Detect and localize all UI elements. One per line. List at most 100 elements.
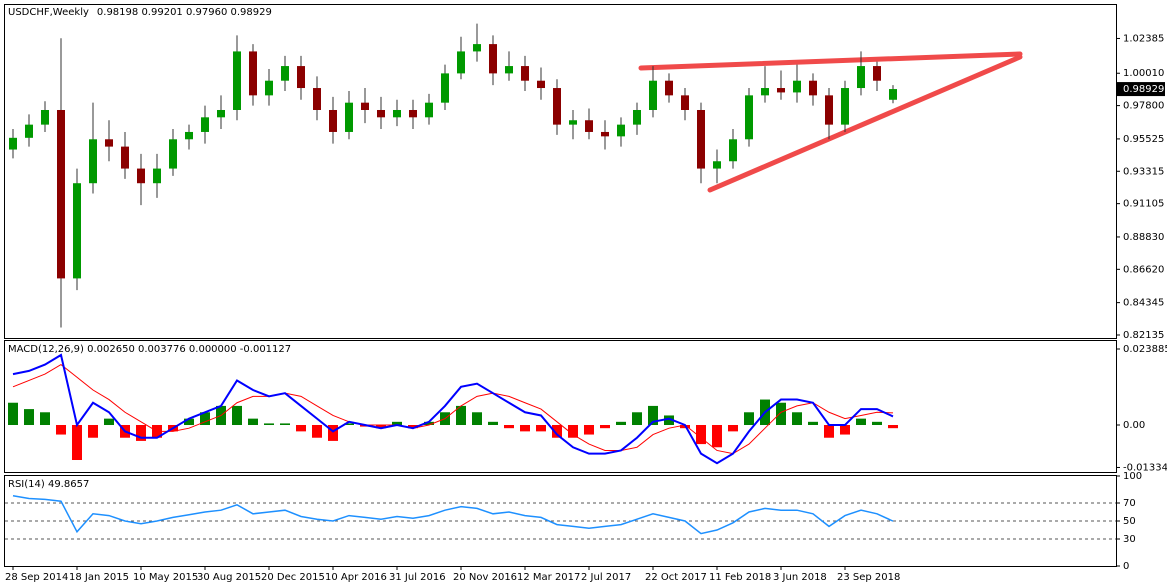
candle-body <box>233 51 241 110</box>
candle-body <box>345 102 353 132</box>
histogram-bar <box>248 418 258 426</box>
signal-line <box>12 363 894 455</box>
chart-subtitle: 0.98198 0.99201 0.97960 0.98929 <box>97 7 272 18</box>
candle-body <box>105 139 113 147</box>
y-tick-label: 1.02385 <box>1123 33 1164 44</box>
candle-body <box>745 95 753 140</box>
histogram-bar <box>88 425 98 438</box>
candle-body <box>329 109 337 132</box>
candle-body <box>505 66 513 74</box>
y-tick-label: 0.95525 <box>1123 134 1164 145</box>
x-tick-label: 11 Feb 2018 <box>709 572 771 583</box>
histogram-bar <box>296 425 306 432</box>
candle-body <box>841 88 849 125</box>
histogram-bar <box>664 415 674 426</box>
candle-body <box>473 44 481 52</box>
histogram-bar <box>408 425 418 429</box>
y-tick-label: 0.82135 <box>1123 330 1164 341</box>
x-tick-label: 20 Nov 2016 <box>453 572 517 583</box>
candle-body <box>249 51 257 96</box>
trendline <box>638 51 1023 71</box>
y-tick-label: 0.86620 <box>1123 264 1164 275</box>
candle-body <box>25 124 33 138</box>
candle-body <box>169 139 177 169</box>
candle-body <box>873 66 881 81</box>
histogram-bar <box>56 425 66 435</box>
candle-body <box>793 80 801 93</box>
y-tick-label: 0.023885 <box>1123 344 1167 355</box>
x-tick-label: 23 Sep 2018 <box>837 572 900 583</box>
candle-body <box>665 80 673 96</box>
histogram-bar <box>712 425 722 448</box>
candle-body <box>601 131 609 137</box>
candle-body <box>297 66 305 89</box>
candle-body <box>153 168 161 184</box>
candle-body <box>217 109 225 118</box>
candle-body <box>585 120 593 132</box>
histogram-bar <box>344 423 354 426</box>
candle-body <box>729 139 737 162</box>
candle-body <box>9 137 17 150</box>
histogram-bar <box>568 425 578 438</box>
histogram-bar <box>696 425 706 445</box>
histogram-bar <box>312 425 322 438</box>
y-tick-label: 0.93315 <box>1123 166 1164 177</box>
x-tick-label: 30 Aug 2015 <box>197 572 261 583</box>
candle-body <box>137 168 145 184</box>
candle-body <box>553 88 561 125</box>
x-tick-label: 10 Apr 2016 <box>325 572 387 583</box>
histogram-bar <box>424 421 434 426</box>
chart-title: USDCHF,Weekly <box>8 7 89 18</box>
rsi-title: RSI(14) 49.8657 <box>8 479 89 490</box>
last-price-box <box>1117 82 1165 97</box>
candle-body <box>377 109 385 118</box>
histogram-bar <box>744 412 754 426</box>
histogram-bar <box>232 405 242 426</box>
x-tick-label: 10 May 2015 <box>133 572 198 583</box>
histogram-bar <box>184 418 194 426</box>
histogram-bar <box>104 418 114 426</box>
candle-body <box>569 120 577 125</box>
y-tick-label: 0.84345 <box>1123 298 1164 309</box>
histogram-bar <box>280 423 290 426</box>
candle-body <box>681 95 689 110</box>
histogram-bar <box>200 412 210 426</box>
y-tick-label: 0.91105 <box>1123 199 1164 210</box>
histogram-bar <box>616 421 626 426</box>
histogram-bar <box>472 412 482 426</box>
histogram-bar <box>552 425 562 438</box>
candle-body <box>409 109 417 118</box>
candle-body <box>537 80 545 89</box>
histogram-bar <box>392 421 402 426</box>
candle-body <box>41 109 49 125</box>
histogram-bar <box>136 425 146 441</box>
candle-body <box>425 102 433 118</box>
y-tick-label: 1.00010 <box>1123 68 1164 79</box>
candle-body <box>777 88 785 93</box>
y-tick-label: 100 <box>1123 471 1142 482</box>
histogram-bar <box>504 425 514 429</box>
candle-body <box>521 66 529 81</box>
x-tick-label: 20 Dec 2015 <box>261 572 325 583</box>
histogram-bar <box>600 425 610 429</box>
histogram-bar <box>584 425 594 435</box>
candle-body <box>825 95 833 125</box>
histogram-bar <box>648 405 658 426</box>
histogram-bar <box>456 405 466 426</box>
candle-body <box>457 51 465 74</box>
candle-body <box>489 44 497 74</box>
x-tick-label: 31 Jul 2016 <box>389 572 446 583</box>
candle-body <box>265 80 273 96</box>
candle-body <box>441 73 449 103</box>
candle-body <box>857 66 865 89</box>
histogram-bar <box>376 425 386 429</box>
histogram-bar <box>824 425 834 438</box>
candle-body <box>649 80 657 110</box>
histogram-bar <box>792 412 802 426</box>
candle-body <box>889 89 897 100</box>
candle-body <box>313 88 321 110</box>
histogram-bar <box>264 423 274 426</box>
histogram-bar <box>488 421 498 426</box>
histogram-bar <box>40 412 50 426</box>
candle-body <box>633 109 641 125</box>
